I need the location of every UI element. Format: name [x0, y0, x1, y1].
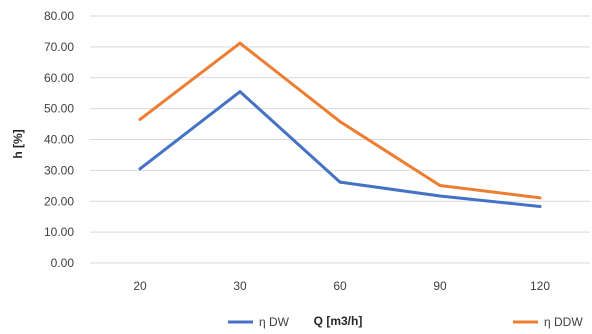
y-axis-title: h [%]	[11, 129, 25, 158]
data-point	[238, 41, 242, 45]
data-point	[338, 120, 342, 124]
y-tick-label: 20.00	[44, 194, 74, 208]
data-point	[238, 90, 242, 94]
y-tick-label: 70.00	[44, 40, 74, 54]
data-point	[538, 204, 542, 208]
y-tick-label: 30.00	[44, 163, 74, 177]
legend-item-1: η DDW	[513, 315, 583, 329]
x-tick-label: 90	[433, 279, 447, 293]
y-tick-label: 40.00	[44, 133, 74, 147]
data-point	[338, 180, 342, 184]
legend-label: η DDW	[544, 315, 583, 329]
y-tick-label: 80.00	[44, 9, 74, 23]
x-tick-label: 20	[133, 279, 147, 293]
data-point	[138, 167, 142, 171]
y-tick-labels: 0.00 10.00 20.00 30.00 40.00 50.00 60.00 70.00 8…	[44, 9, 74, 270]
data-point	[538, 196, 542, 200]
data-point	[438, 184, 442, 188]
y-tick-label: 60.00	[44, 71, 74, 85]
y-tick-label: 50.00	[44, 102, 74, 116]
data-point	[138, 117, 142, 121]
legend-item-0: η DW	[228, 315, 290, 329]
y-tick-label: 10.00	[44, 225, 74, 239]
x-tick-label: 30	[233, 279, 247, 293]
x-axis-title: Q [m3/h]	[314, 314, 363, 328]
gridlines	[90, 15, 590, 264]
x-tick-labels: 20 30 60 90 120	[133, 279, 550, 293]
x-tick-label: 120	[530, 279, 550, 293]
x-tick-label: 60	[333, 279, 347, 293]
series-lines	[138, 41, 542, 208]
legend: η DW η DDW	[228, 315, 583, 329]
legend-label: η DW	[259, 315, 290, 329]
y-tick-label: 0.00	[51, 256, 75, 270]
data-point	[438, 194, 442, 198]
